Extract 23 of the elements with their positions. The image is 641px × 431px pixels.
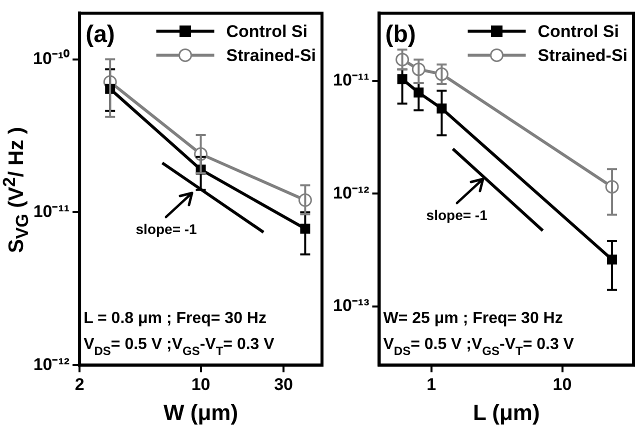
- y-tick-label: 10⁻¹¹: [33, 202, 70, 221]
- x-tick-label: 30: [274, 375, 293, 394]
- legend-label: Control Si: [538, 22, 619, 42]
- x-tick-label: 10: [191, 375, 210, 394]
- x-axis-title: W (μm): [164, 400, 238, 425]
- y-tick-label: 10⁻¹¹: [332, 70, 370, 90]
- legend-label: Strained-Si: [226, 46, 316, 66]
- y-tick-label: 10⁻¹²: [332, 183, 370, 202]
- y-tick-label: 10⁻¹²: [33, 354, 70, 374]
- chart-title: (b): [385, 21, 416, 48]
- annotation: slope= -1: [426, 206, 488, 223]
- y-tick-label: 10⁻¹⁰: [32, 48, 70, 68]
- legend-label: Strained-Si: [538, 46, 628, 66]
- x-axis-title: L (μm): [472, 400, 540, 425]
- annotation: slope= -1: [136, 220, 198, 237]
- annotation: L = 0.8 μm ; Freq= 30 Hz: [84, 310, 266, 328]
- x-tick-label: 2: [74, 375, 84, 394]
- annotation: W= 25 μm ; Freq= 30 Hz: [383, 310, 563, 328]
- chart-title: (a): [86, 21, 115, 48]
- y-tick-label: 10⁻¹³: [332, 296, 370, 315]
- legend-label: Control Si: [226, 22, 308, 42]
- x-tick-label: 1: [426, 375, 436, 394]
- x-tick-label: 10: [552, 375, 572, 394]
